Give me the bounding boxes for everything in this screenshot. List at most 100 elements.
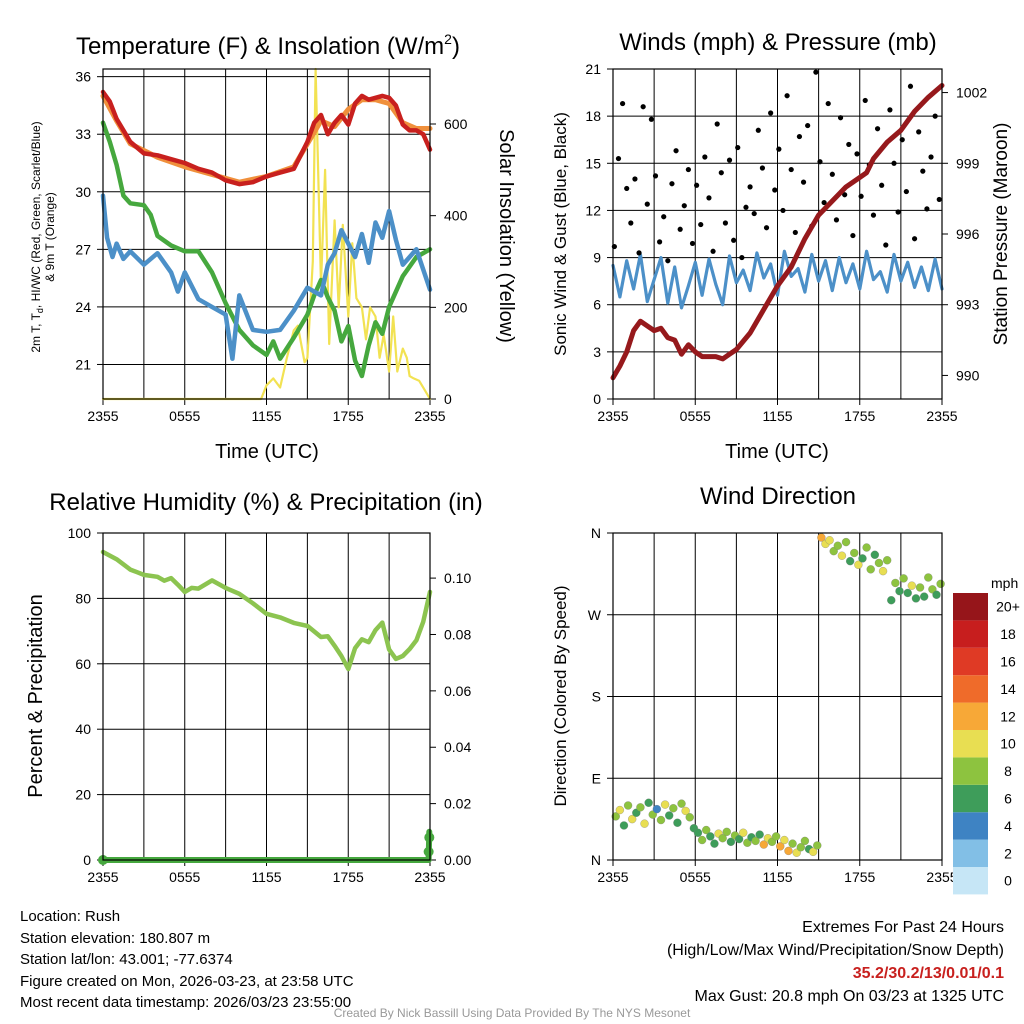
colorbar-swatch [953,675,988,703]
gust-point [788,166,794,173]
temp-ylabel-b: , HI/WC (Red, Green, Scarlet/Blue) [29,121,43,308]
x-tick-label: 2355 [87,408,118,424]
y2-tick-label: 0.10 [444,570,471,586]
y2-tick-label: 1002 [956,85,987,101]
x-tick-label: 0555 [680,869,711,885]
direction-point [718,834,727,843]
direction-point [771,832,781,841]
direction-point [776,842,785,851]
dir-title: Wind Direction [700,483,856,510]
direction-point [907,581,916,590]
direction-point [706,832,715,841]
gust-point [751,210,757,217]
colorbar-swatch [953,647,988,676]
direction-point [640,819,649,828]
direction-point [883,556,892,565]
direction-point [677,799,686,808]
colorbar-swatch [953,784,988,813]
gust-point [887,107,893,113]
temp-ylabel-a: 2m T, T [29,312,43,352]
y2-tick-label: 600 [444,116,468,132]
plot-border-4 [612,532,943,861]
direction-point [759,840,768,849]
gust-point [615,155,622,162]
max-gust: Max Gust: 20.8 mph On 03/23 at 1325 UTC [694,988,1005,1005]
colorbar-swatch [953,867,988,895]
x-tick-label: 1155 [251,869,281,885]
gust-point [772,187,778,193]
temp-ylabel-right: Solar Insolation (Yellow) [495,129,517,343]
direction-point [891,578,900,588]
plot-border-2 [612,68,943,400]
gust-point [891,160,897,166]
gust-point [640,104,646,110]
direction-point [846,557,855,566]
wind-ylabel-right: Station Pressure (Maroon) [991,123,1012,346]
direction-point [915,583,925,592]
direction-point [751,836,760,846]
x-tick-label: 1155 [251,408,281,424]
credit-line: Created By Nick Bassill Using Data Provi… [333,1006,691,1020]
direction-point [710,839,719,848]
gust-point [710,248,716,254]
gust-point [632,176,638,182]
gust-point [759,165,766,171]
gust-point [821,199,827,206]
direction-point [673,818,682,827]
gust-point [780,207,786,214]
y-tick-label: 80 [75,590,91,606]
y2-tick-label: 400 [444,208,468,224]
x-tick-label: 1155 [762,408,792,424]
x-tick-label: 2355 [926,869,957,885]
gust-point [669,181,675,187]
y-tick-label: 20 [75,787,91,803]
plot-border-3 [102,532,431,861]
direction-point [808,847,818,856]
gust-point [932,113,938,119]
gust-point [825,100,831,107]
extremes-block: Extremes For Past 24 Hours (High/Low/Max… [667,916,1004,1008]
colorbar-swatch [953,593,988,621]
y-tick-label: N [591,525,601,541]
y-tick-label: 24 [75,299,91,315]
direction-point [932,590,941,599]
direction-point [697,835,707,845]
colorbar-swatch [953,702,988,730]
direction-point [800,836,810,846]
gust-point [665,258,671,264]
gust-point [813,69,819,75]
y2-tick-label: 0.02 [444,796,471,812]
direction-point [837,551,847,560]
y2-tick-label: 996 [956,226,980,242]
gust-point [924,206,930,212]
y-tick-label: 33 [75,126,91,142]
gust-point [698,221,704,228]
gust-point [644,201,650,207]
x-tick-label: 2355 [597,408,628,424]
gust-point [850,232,856,239]
gust-point [842,192,848,198]
y2-tick-label: 0.08 [444,626,471,642]
y-tick-label: W [588,607,602,623]
gust-point [702,154,708,160]
gust-point [661,214,667,220]
recent-timestamp: Most recent data timestamp: 2026/03/23 2… [20,994,352,1011]
y-tick-label: 0 [83,852,91,868]
colorbar-label: 10 [1000,736,1016,752]
gust-point [648,116,654,122]
direction-point [858,554,867,563]
x-tick-label: 0555 [680,408,711,424]
direction-point [796,843,805,852]
y-tick-label: 0 [593,391,601,407]
direction-point [611,812,620,821]
extremes-values: 35.2/30.2/13/0.01/0.1 [852,965,1004,982]
direction-point [722,827,731,836]
direction-point [619,821,629,830]
direction-point [878,567,888,576]
dewpoint-line [100,120,433,379]
gust-point [911,236,918,242]
precipitation-point [424,832,435,843]
direction-point [615,805,625,815]
rh-title: Relative Humidity (%) & Precipitation (i… [49,489,482,516]
pressure-line [610,83,945,381]
